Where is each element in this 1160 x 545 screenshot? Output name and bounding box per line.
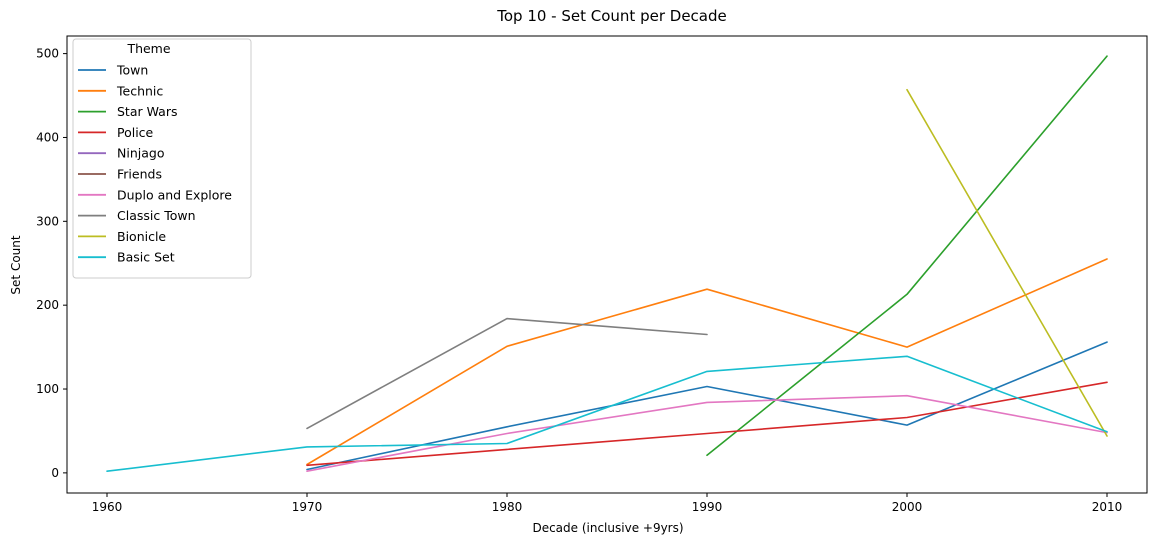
series-line-police (306, 381, 1108, 467)
x-tick-label: 2010 (1092, 500, 1123, 514)
series-line-technic (306, 258, 1108, 466)
y-tick-label: 200 (36, 298, 59, 312)
x-axis-ticks: 1960 1970 1980 1990 2000 2010 (92, 493, 1123, 514)
x-tick-label: 2000 (892, 500, 923, 514)
series-line-town (306, 341, 1108, 471)
x-tick-label: 1980 (492, 500, 523, 514)
legend-label: Star Wars (117, 104, 177, 119)
x-tick-label: 1970 (292, 500, 323, 514)
legend-label: Bionicle (117, 229, 166, 244)
legend-item-basic-set: Basic Set (78, 250, 175, 265)
legend-item-police: Police (78, 125, 154, 140)
series-line-star-wars (706, 55, 1108, 457)
legend-label: Ninjago (117, 146, 164, 161)
y-tick-label: 300 (36, 214, 59, 228)
legend-label: Police (117, 125, 154, 140)
legend-item-friends: Friends (78, 167, 162, 182)
legend-label: Friends (117, 167, 162, 182)
y-tick-label: 400 (36, 130, 59, 144)
legend-item-ninjago: Ninjago (78, 146, 164, 161)
x-tick-label: 1990 (692, 500, 723, 514)
legend-label: Town (116, 63, 148, 78)
y-axis-label: Set Count (9, 235, 23, 294)
legend-label: Duplo and Explore (117, 187, 232, 202)
legend: Theme Town Technic Star Wars Police Ninjago F… (72, 38, 252, 279)
legend-item-technic: Technic (78, 83, 163, 98)
legend-item-bionicle: Bionicle (78, 229, 166, 244)
y-tick-label: 0 (51, 466, 59, 480)
series-line-duplo-and-explore (306, 394, 1108, 473)
legend-title: Theme (126, 41, 170, 56)
plot-frame (66, 35, 1148, 494)
y-axis-ticks: 0 100 200 300 400 500 (36, 47, 67, 480)
x-axis-label: Decade (inclusive +9yrs) (532, 521, 683, 535)
y-tick-label: 500 (36, 47, 59, 61)
y-tick-label: 100 (36, 382, 59, 396)
legend-label: Technic (116, 83, 163, 98)
legend-box (72, 38, 252, 279)
legend-item-star-wars: Star Wars (78, 104, 177, 119)
legend-items: Town Technic Star Wars Police Ninjago Friends… (78, 63, 232, 265)
series-line-classic-town (306, 317, 708, 430)
legend-item-classic-town: Classic Town (78, 208, 196, 223)
legend-label: Classic Town (117, 208, 196, 223)
x-tick-label: 1960 (92, 500, 123, 514)
series-line-bionicle (906, 88, 1108, 437)
plot-lines (106, 55, 1108, 473)
legend-item-duplo-and-explore: Duplo and Explore (78, 187, 232, 202)
legend-label: Basic Set (117, 250, 175, 265)
chart-title: Top 10 - Set Count per Decade (496, 7, 726, 25)
legend-item-town: Town (78, 63, 148, 78)
series-line-basic-set (106, 355, 1108, 473)
